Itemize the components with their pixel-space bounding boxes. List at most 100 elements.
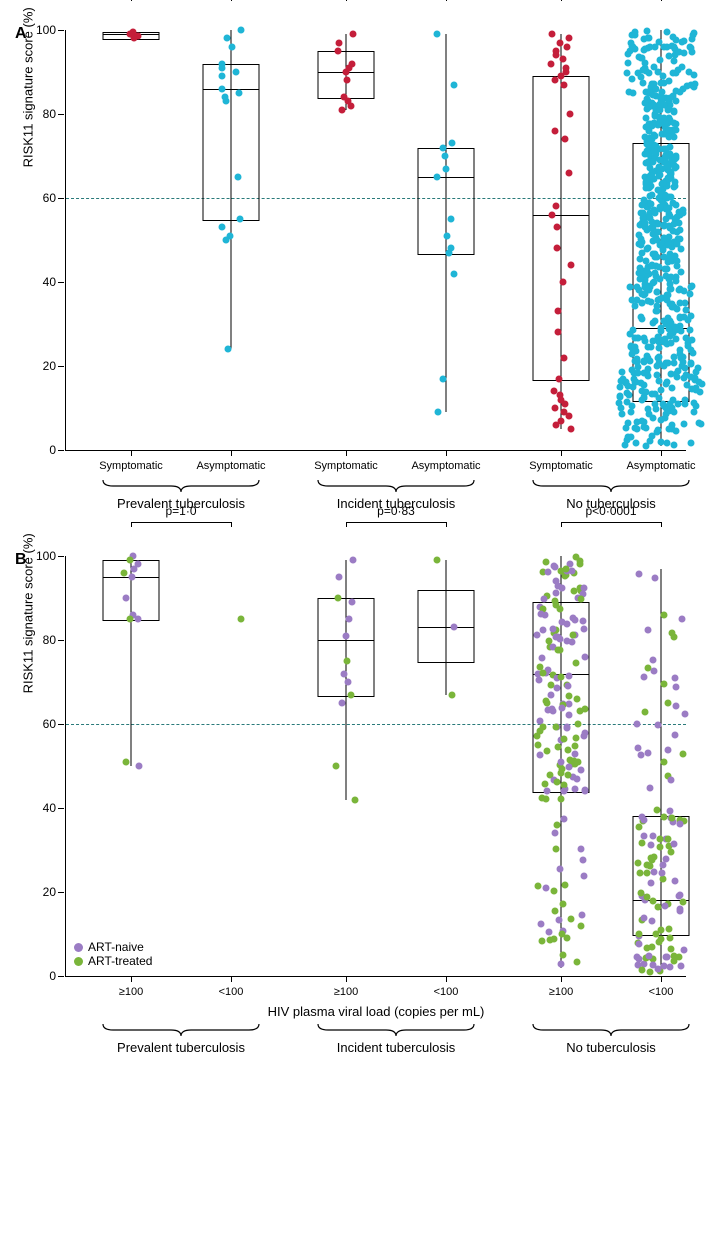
data-point bbox=[572, 786, 579, 793]
data-point bbox=[553, 778, 560, 785]
data-point bbox=[629, 351, 636, 358]
data-point bbox=[649, 917, 656, 924]
data-point bbox=[642, 179, 649, 186]
group-brace: No tuberculosis bbox=[531, 1022, 691, 1055]
data-point bbox=[672, 202, 679, 209]
data-point bbox=[647, 224, 654, 231]
data-point bbox=[671, 57, 678, 64]
x-tick-label: ≥100 bbox=[334, 986, 358, 998]
data-point bbox=[548, 60, 555, 67]
data-point bbox=[552, 405, 559, 412]
data-point bbox=[566, 712, 573, 719]
data-point bbox=[651, 148, 658, 155]
data-point bbox=[649, 92, 656, 99]
data-point bbox=[556, 375, 563, 382]
data-point bbox=[644, 344, 651, 351]
data-point bbox=[448, 691, 455, 698]
data-point bbox=[637, 209, 644, 216]
data-point bbox=[567, 916, 574, 923]
data-point bbox=[554, 308, 561, 315]
data-point bbox=[646, 953, 653, 960]
data-point bbox=[656, 835, 663, 842]
data-point bbox=[223, 35, 230, 42]
data-point bbox=[578, 595, 585, 602]
data-point bbox=[573, 695, 580, 702]
chart-a: 020406080100RISK11 signature score (%)p=… bbox=[65, 30, 686, 451]
data-point bbox=[556, 39, 563, 46]
data-point bbox=[673, 327, 680, 334]
data-point bbox=[625, 50, 632, 57]
data-point bbox=[577, 558, 584, 565]
data-point bbox=[581, 732, 588, 739]
group-brace: Prevalent tuberculosis bbox=[101, 1022, 261, 1055]
data-point bbox=[679, 39, 686, 46]
data-point bbox=[657, 101, 664, 108]
data-point bbox=[663, 439, 670, 446]
data-point bbox=[681, 711, 688, 718]
data-point bbox=[616, 384, 623, 391]
data-point bbox=[577, 922, 584, 929]
data-point bbox=[631, 29, 638, 36]
data-point bbox=[581, 625, 588, 632]
data-point bbox=[435, 409, 442, 416]
data-point bbox=[551, 829, 558, 836]
data-point bbox=[672, 702, 679, 709]
data-point bbox=[687, 283, 694, 290]
x-tick-label: Asymptomatic bbox=[196, 460, 265, 472]
data-point bbox=[655, 355, 662, 362]
data-point bbox=[580, 584, 587, 591]
data-point bbox=[669, 385, 676, 392]
data-point bbox=[681, 50, 688, 57]
data-point bbox=[573, 775, 580, 782]
data-point bbox=[653, 807, 660, 814]
data-point bbox=[551, 935, 558, 942]
data-point bbox=[545, 638, 552, 645]
data-point bbox=[648, 201, 655, 208]
data-point bbox=[665, 242, 672, 249]
data-point bbox=[444, 232, 451, 239]
data-point bbox=[687, 359, 694, 366]
data-point bbox=[333, 763, 340, 770]
data-point bbox=[659, 73, 666, 80]
data-point bbox=[672, 877, 679, 884]
data-point bbox=[561, 354, 568, 361]
data-point bbox=[644, 626, 651, 633]
data-point bbox=[645, 749, 652, 756]
data-point bbox=[126, 557, 133, 564]
data-point bbox=[654, 254, 661, 261]
data-point bbox=[663, 29, 670, 36]
data-point bbox=[661, 223, 668, 230]
data-point bbox=[649, 657, 656, 664]
data-point bbox=[567, 262, 574, 269]
data-point bbox=[670, 633, 677, 640]
data-point bbox=[649, 262, 656, 269]
data-point bbox=[641, 424, 648, 431]
data-point bbox=[352, 796, 359, 803]
data-point bbox=[635, 335, 642, 342]
data-point bbox=[349, 557, 356, 564]
data-point bbox=[663, 146, 670, 153]
data-point bbox=[555, 329, 562, 336]
data-point bbox=[561, 787, 568, 794]
data-point bbox=[641, 708, 648, 715]
data-point bbox=[544, 788, 551, 795]
data-point bbox=[343, 658, 350, 665]
data-point bbox=[537, 663, 544, 670]
data-point bbox=[645, 141, 652, 148]
data-point bbox=[665, 77, 672, 84]
data-point bbox=[575, 759, 582, 766]
data-point bbox=[550, 625, 557, 632]
data-point bbox=[665, 925, 672, 932]
data-point bbox=[653, 405, 660, 412]
data-point bbox=[342, 69, 349, 76]
data-point bbox=[684, 316, 691, 323]
data-point bbox=[540, 627, 547, 634]
data-point bbox=[673, 257, 680, 264]
data-point bbox=[657, 157, 664, 164]
data-point bbox=[442, 153, 449, 160]
data-point bbox=[236, 216, 243, 223]
data-point bbox=[223, 237, 230, 244]
data-point bbox=[632, 439, 639, 446]
data-point bbox=[131, 35, 138, 42]
data-point bbox=[219, 85, 226, 92]
